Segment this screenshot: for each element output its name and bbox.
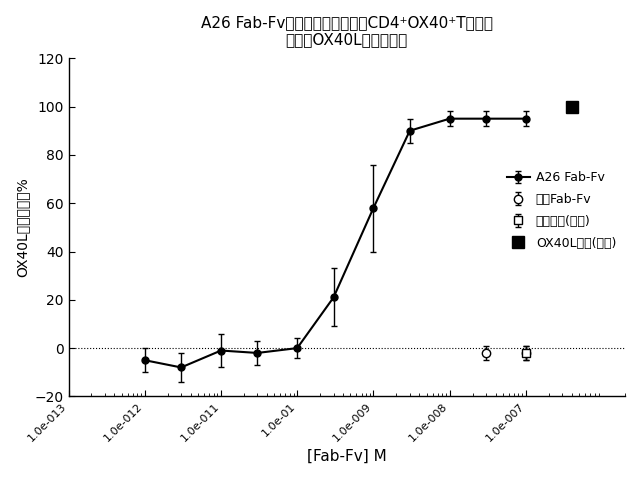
X-axis label: [Fab-Fv] M: [Fab-Fv] M [307,449,387,464]
Legend: A26 Fab-Fv, 対照Fab-Fv, 抗体なし(最大), OX40Lなし(最小): A26 Fab-Fv, 対照Fab-Fv, 抗体なし(最大), OX40Lなし(… [504,169,619,252]
Title: A26 Fab-Fvによる、ヒト活性化CD4⁺OX40⁺T細胞に
対するOX40L結合の阻害: A26 Fab-Fvによる、ヒト活性化CD4⁺OX40⁺T細胞に 対するOX40… [201,15,493,47]
Y-axis label: OX40L結合の阻害%: OX40L結合の阻害% [15,178,29,277]
